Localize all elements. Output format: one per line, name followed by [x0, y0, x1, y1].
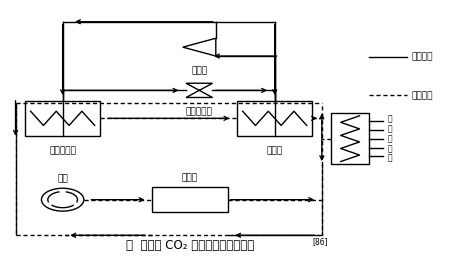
- Text: 风机: 风机: [57, 174, 68, 183]
- Text: 工质循环: 工质循环: [411, 53, 433, 62]
- Text: 图  跨临界 CO₂ 热泵烘干系统流程图: 图 跨临界 CO₂ 热泵烘干系统流程图: [126, 239, 254, 252]
- Text: 电子膨胀阀: 电子膨胀阀: [186, 108, 213, 117]
- Text: 空气循环: 空气循环: [411, 91, 433, 100]
- Text: 蒸发器: 蒸发器: [267, 146, 283, 155]
- Bar: [25, 100, 100, 136]
- Bar: [152, 187, 228, 212]
- Text: 压缩机: 压缩机: [191, 66, 207, 75]
- Text: 干燥器: 干燥器: [182, 173, 198, 182]
- Text: [86]: [86]: [312, 237, 328, 246]
- Text: 气体冷却器: 气体冷却器: [49, 146, 76, 155]
- Text: 辅
助
散
热
器: 辅 助 散 热 器: [388, 115, 392, 163]
- Bar: [331, 113, 369, 164]
- Bar: [237, 100, 312, 136]
- Polygon shape: [186, 83, 212, 97]
